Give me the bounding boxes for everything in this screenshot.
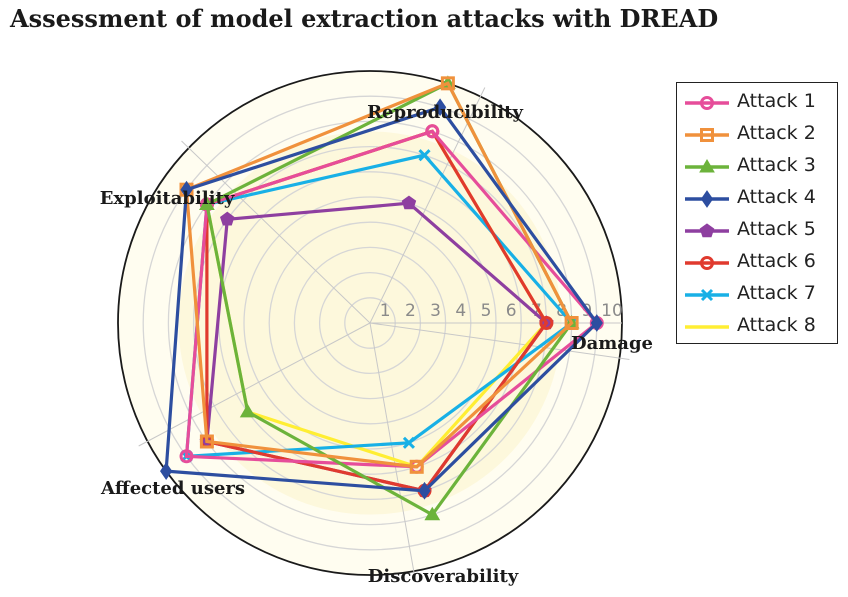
chart-legend: Attack 1 Attack 2 Attack 3 Attack 4 Attack 5… [676,82,838,344]
series-line [164,105,599,493]
series-point [539,316,554,330]
series-point [220,211,235,226]
radar-spoke [369,322,630,360]
legend-swatch [685,325,729,329]
chart-title: Assessment of model extraction attacks w… [10,4,719,33]
legend-item: Attack 8 [677,311,837,343]
legend-label: Attack 4 [737,186,816,208]
series-point [199,434,214,449]
legend-item: Attack 4 [677,183,837,215]
legend-swatch [685,128,729,142]
series-line [184,81,574,469]
legend-swatch [685,159,729,173]
legend-marker [700,96,714,110]
legend-label: Attack 6 [737,250,816,272]
series-point [424,506,441,521]
axis-label: Discoverability [368,566,519,587]
legend-item: Attack 5 [677,215,837,247]
legend-swatch [685,223,729,238]
legend-marker [700,288,714,302]
series-point [440,76,455,91]
radial-tick-label: 3 [430,301,441,321]
radial-tick-label: 7 [531,301,542,321]
legend-item: Attack 6 [677,247,837,279]
legend-marker [700,128,714,142]
series-point [199,196,215,211]
legend-item: Attack 3 [677,151,837,183]
radial-tick-label: 2 [405,301,416,321]
radial-tick-label: 1 [380,301,391,321]
legend-item: Attack 1 [677,87,837,119]
legend-swatch [685,256,729,270]
axis-label: Exploitability [100,188,235,209]
legend-marker [700,256,714,270]
legend-marker [700,190,714,208]
series-point [180,180,193,199]
series-point [402,436,415,449]
series-point [425,124,440,139]
legend-label: Attack 1 [737,90,816,112]
radial-tick-label: 4 [455,301,466,321]
radial-tick-label: 5 [481,301,492,321]
legend-label: Attack 3 [737,154,816,176]
legend-label: Attack 5 [737,218,816,240]
axis-label: Reproducibility [367,102,523,123]
axis-label: Damage [571,333,653,354]
series-point [418,149,431,162]
radar-spoke [181,140,371,324]
series-point [564,316,579,330]
legend-swatch [685,190,729,208]
legend-label: Attack 2 [737,122,816,144]
series-line [205,129,549,493]
legend-swatch [685,96,729,110]
series-point [401,195,417,210]
radial-tick-label: 6 [506,301,517,321]
radial-tick-label: 10 [601,301,623,321]
legend-swatch [685,288,729,302]
series-point [418,481,431,500]
series-point [160,462,173,481]
radar-spoke [369,87,486,324]
series-point [179,449,194,464]
legend-item: Attack 2 [677,119,837,151]
series-point [433,98,447,117]
series-point [239,403,256,418]
radar-spoke [369,322,416,582]
series-4 [160,98,603,500]
axis-label: Affected users [100,478,245,499]
legend-item: Attack 7 [677,279,837,311]
series-point [590,314,603,332]
legend-marker [699,223,715,238]
series-point [409,459,424,474]
legend-marker [699,159,715,173]
legend-label: Attack 7 [737,282,816,304]
radar-spoke [138,322,371,447]
legend-label: Attack 8 [737,314,816,336]
